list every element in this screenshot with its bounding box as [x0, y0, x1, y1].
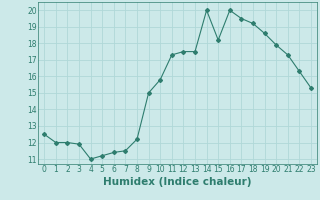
- X-axis label: Humidex (Indice chaleur): Humidex (Indice chaleur): [103, 177, 252, 187]
